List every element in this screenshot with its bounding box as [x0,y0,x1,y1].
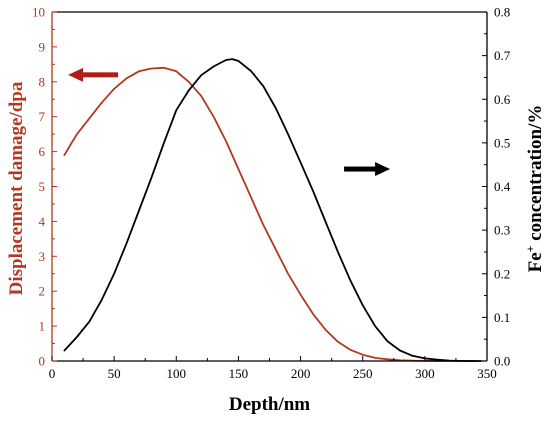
x-tick-label: 250 [353,366,373,381]
x-tick-label: 0 [49,366,56,381]
y-left-tick-label: 5 [39,179,46,194]
fe-concentration-line [63,58,482,362]
annotation-layer [68,67,391,177]
y-right-tick-label: 0.3 [494,223,510,238]
arrow-head [375,162,391,177]
y-right-tick-label: 0.1 [494,310,510,325]
left-axis-arrow [68,67,119,82]
arrow-shaft [82,72,119,78]
y-left-axis-title: Displacement damage/dpa [6,81,27,295]
y-left-tick-label: 9 [39,39,46,54]
y-right-title-sup: + [523,245,537,252]
x-tick-label: 350 [477,366,497,381]
y-right-tick-label: 0.7 [494,48,511,63]
y-right-axis-title: Fe+ concentration/% [523,105,546,273]
y-right-title-suffix: concentration/% [525,105,546,246]
x-tick-label: 100 [167,366,187,381]
y-left-tick-label: 6 [39,144,46,159]
y-left-tick-label: 4 [39,214,46,229]
y-left-tick-label: 0 [39,354,46,369]
y-left-tick-label: 7 [39,109,46,124]
y-right-title-prefix: Fe [525,252,546,272]
y-right-tick-label: 0.5 [494,135,510,150]
y-left-tick-label: 2 [39,284,46,299]
y-left-tick-label: 1 [39,319,46,334]
arrow-head [68,67,84,82]
x-tick-label: 300 [415,366,435,381]
axes-layer: 0 50 100 150 200 250 300 350 0 1 2 3 4 5 6 7 8 9 10 0.0 0.1 0… [32,5,511,382]
x-tick-label: 50 [108,366,121,381]
y-left-tick-label: 10 [32,5,45,20]
y-right-tick-label: 0.2 [494,266,510,281]
x-tick-label: 150 [229,366,249,381]
x-axis-title: Depth/nm [229,394,310,415]
y-right-tick-label: 0.6 [494,92,511,107]
y-right-tick-label: 0.8 [494,5,510,20]
y-right-tick-label: 0.4 [494,179,511,194]
y-left-tick-label: 3 [39,249,46,264]
series-layer [63,58,482,362]
displacement-damage-line [63,66,476,362]
y-left-tick-label: 8 [39,74,46,89]
x-tick-label: 200 [291,366,311,381]
right-axis-arrow [344,162,391,177]
y-right-tick-label: 0.0 [494,354,510,369]
arrow-shaft [344,166,377,172]
